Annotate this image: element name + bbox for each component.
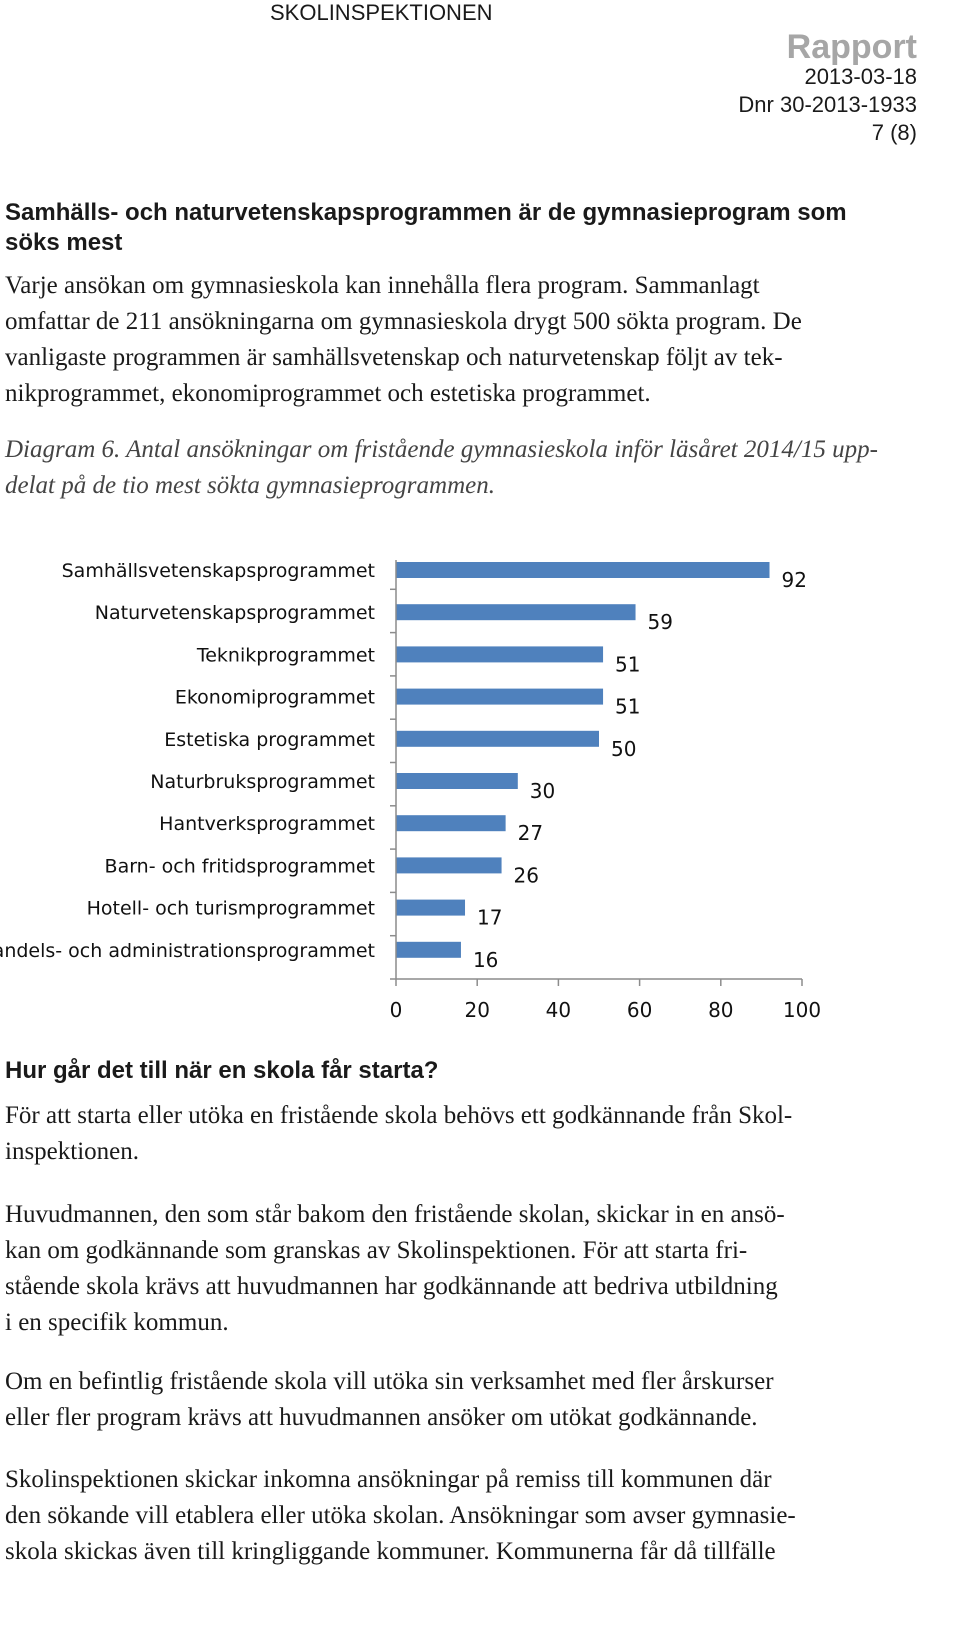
text-line: skola skickas även till kringliggande ko…	[5, 1538, 776, 1565]
text-line: Huvudmannen, den som står bakom den fris…	[5, 1201, 785, 1228]
data-label: 50	[611, 737, 636, 761]
bar	[396, 899, 466, 916]
category-label: Hotell- och turismprogrammet	[87, 898, 375, 920]
organization-name: SKOLINSPEKTIONEN	[270, 0, 493, 25]
category-label: Barn- och fritidsprogrammet	[105, 855, 375, 877]
text-line: inspektionen.	[5, 1138, 140, 1165]
body-paragraph: Skolinspektionen skickar inkomna ansökni…	[5, 1462, 955, 1570]
body-paragraph: Huvudmannen, den som står bakom den fris…	[5, 1197, 955, 1341]
text-line: i en specifik kommun.	[5, 1309, 229, 1336]
text-line: nikprogrammet, ekonomiprogrammet och est…	[5, 380, 651, 407]
data-label: 51	[615, 695, 640, 719]
bar	[396, 857, 502, 874]
text-line: Om en befintlig fristående skola vill ut…	[5, 1368, 774, 1395]
bar	[396, 646, 604, 663]
text-line: kan om godkännande som granskas av Skoli…	[5, 1237, 748, 1264]
x-tick-label: 100	[783, 998, 821, 1020]
caption-line: delat på de tio mest sökta gymnasieprogr…	[5, 472, 495, 499]
category-label: Teknikprogrammet	[196, 644, 375, 666]
body-paragraph: För att starta eller utöka en fristående…	[5, 1098, 955, 1170]
text-line: Varje ansökan om gymnasieskola kan inneh…	[5, 272, 760, 299]
document-type: Rapport	[786, 28, 917, 66]
data-label: 92	[782, 568, 807, 592]
heading-line: söks mest	[5, 229, 123, 256]
x-tick-label: 60	[627, 998, 652, 1020]
x-tick-label: 40	[546, 998, 571, 1020]
bar-chart: Samhällsvetenskapsprogrammet 92 Naturveten…	[0, 560, 821, 1020]
text-line: eller fler program krävs att huvudmannen…	[5, 1404, 758, 1431]
x-tick-label: 0	[390, 998, 403, 1020]
bar	[396, 562, 770, 578]
category-label: Hantverksprogrammet	[159, 813, 375, 835]
text-line: Skolinspektionen skickar inkomna ansökni…	[5, 1466, 772, 1493]
text-line: stående skola krävs att huvudmannen har …	[5, 1273, 778, 1300]
category-label: Handels- och administrationsprogrammet	[0, 940, 375, 962]
axes-group: 0 20 40 60 80 100	[390, 560, 821, 1020]
document-date: 2013-03-18	[804, 64, 917, 89]
bar	[396, 688, 604, 705]
category-label: Ekonomiprogrammet	[175, 687, 375, 709]
text-line: den sökande vill etablera eller utöka sk…	[5, 1502, 796, 1529]
bars-group: Samhällsvetenskapsprogrammet 92 Naturveten…	[0, 560, 807, 972]
x-tick-label: 20	[464, 998, 489, 1020]
page-number: 7 (8)	[871, 120, 917, 145]
document-dnr: Dnr 30-2013-1933	[738, 92, 917, 117]
bar	[396, 815, 506, 832]
data-label: 30	[530, 779, 555, 803]
text-line: vanligaste programmen är samhällsvetensk…	[5, 344, 783, 371]
bar	[396, 730, 599, 747]
bar	[396, 941, 461, 958]
text-line: omfattar de 211 ansökningarna om gymnasi…	[5, 308, 802, 335]
section-heading: Hur går det till när en skola får starta…	[5, 1057, 439, 1084]
section-heading: Samhälls- och naturvetenskapsprogrammen …	[5, 198, 847, 258]
category-label: Naturvetenskapsprogrammet	[95, 602, 375, 624]
heading-line: Samhälls- och naturvetenskapsprogrammen …	[5, 199, 847, 226]
category-label: Samhällsvetenskapsprogrammet	[62, 560, 375, 582]
body-paragraph: Om en befintlig fristående skola vill ut…	[5, 1364, 955, 1436]
data-label: 17	[477, 906, 502, 930]
caption-line: Diagram 6. Antal ansökningar om friståen…	[5, 436, 878, 463]
bar	[396, 604, 636, 621]
category-label: Estetiska programmet	[164, 729, 375, 751]
category-label: Naturbruksprogrammet	[150, 771, 375, 793]
body-paragraph: Varje ansökan om gymnasieskola kan inneh…	[5, 268, 955, 412]
data-label: 27	[518, 821, 543, 845]
data-label: 59	[648, 610, 673, 634]
text-line: För att starta eller utöka en fristående…	[5, 1102, 793, 1129]
bar	[396, 773, 518, 789]
diagram-caption: Diagram 6. Antal ansökningar om friståen…	[5, 432, 955, 504]
data-label: 26	[514, 863, 539, 887]
data-label: 51	[615, 652, 640, 676]
data-label: 16	[473, 948, 498, 972]
x-tick-label: 80	[708, 998, 733, 1020]
